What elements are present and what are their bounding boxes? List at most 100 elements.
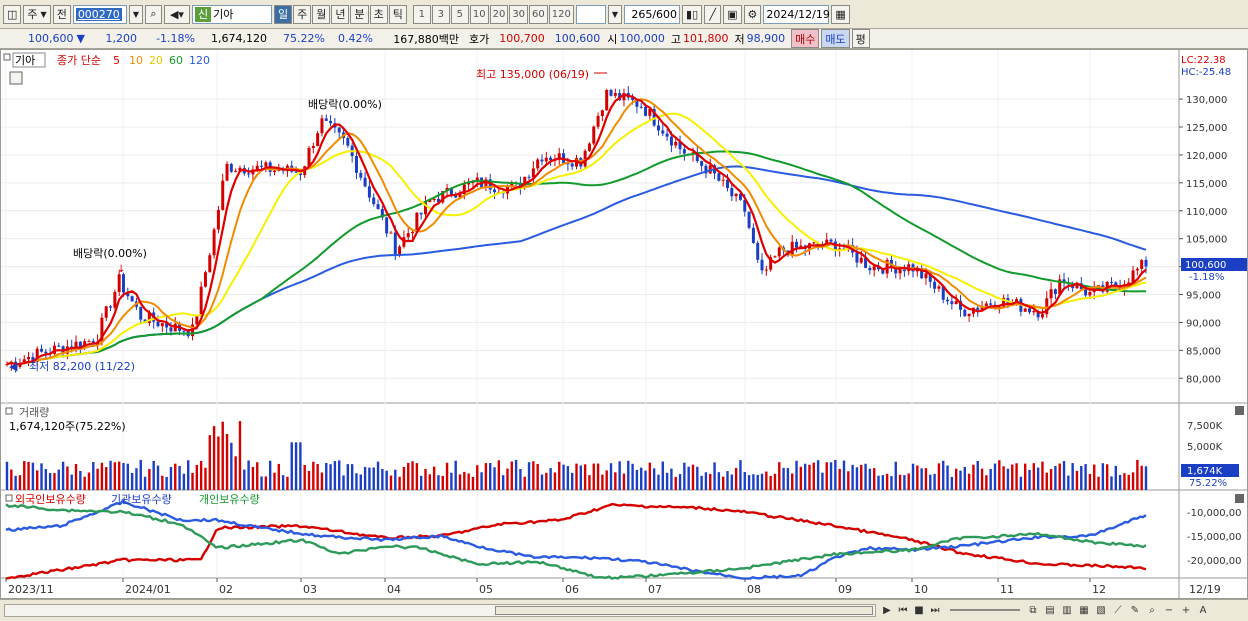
interval-button-3[interactable]: 10	[469, 4, 489, 24]
stock-name-field[interactable]: 신 기아	[191, 4, 272, 24]
volume-bar	[583, 464, 587, 490]
interval-button-0[interactable]: 1	[412, 4, 431, 24]
sell-button[interactable]: 매도	[821, 29, 850, 48]
grid-toggle-icon[interactable]	[9, 71, 23, 85]
period-tab-1[interactable]: 주	[293, 4, 312, 24]
layout-4-icon[interactable]: ▦	[1079, 604, 1089, 616]
period-tab-4[interactable]: 분	[350, 4, 369, 24]
speaker-icon[interactable]: ◀▾	[163, 4, 190, 24]
volume-bar	[894, 461, 897, 490]
layout-3-icon[interactable]: ▥	[1062, 604, 1072, 616]
volume-bar	[566, 466, 570, 490]
volume-panel-close-icon[interactable]	[1235, 406, 1244, 415]
interval-button-6[interactable]: 60	[529, 4, 548, 24]
x-tick-label: 2023/11	[8, 583, 54, 596]
period-tab-3[interactable]: 년	[331, 4, 350, 24]
candle-body	[298, 172, 302, 176]
volume-bar	[316, 464, 319, 490]
prev-button[interactable]: 전	[52, 4, 71, 24]
horizontal-scrollbar[interactable]	[4, 604, 876, 617]
candle-body	[367, 186, 371, 198]
code-dropdown-icon[interactable]: ▼	[128, 4, 143, 24]
interval-dropdown-icon[interactable]: ▼	[607, 4, 623, 24]
interval-button-2[interactable]: 5	[450, 4, 469, 24]
holding-panel-close-icon[interactable]	[1235, 494, 1244, 503]
volume-bar	[532, 461, 535, 490]
candle-body	[540, 159, 544, 162]
candle-body	[756, 242, 760, 260]
font-size-icon[interactable]: A	[1199, 604, 1207, 616]
save-icon[interactable]: ▣	[723, 4, 742, 24]
quote-bar: 100,600 ▼ 1,200 -1.18% 1,674,120 75.22% 0…	[0, 29, 1248, 49]
candle-body	[462, 184, 466, 195]
layout-1-icon[interactable]: ⧉	[1029, 604, 1037, 616]
min-arrow-icon: ◀	[9, 360, 18, 373]
volume-bar	[445, 462, 449, 490]
scrollbar-thumb[interactable]	[495, 606, 873, 615]
candle-body	[1075, 283, 1079, 289]
chart-canvas[interactable]: 기아 종가 단순 5 10 20 60 120 LC:22.38 HC:-25.…	[1, 50, 1247, 598]
bottom-bar: ▶ ⏮ ■ ⏭ ⧉ ▤ ▥ ▦ ▧ ⟋ ✎ ⌕ − + A	[0, 599, 1248, 621]
layout-5-icon[interactable]: ▧	[1096, 604, 1106, 616]
interval-custom-input[interactable]	[575, 4, 606, 24]
candle-body	[592, 126, 596, 144]
calendar-icon[interactable]: ▦	[831, 4, 850, 24]
period-tab-5[interactable]: 초	[369, 4, 388, 24]
settings-gear-icon[interactable]: ⚙	[743, 4, 762, 24]
candle-body	[812, 242, 816, 244]
price-axis: 130,000 125,000 120,000 115,000 110,000 105,0…	[1179, 95, 1227, 385]
eval-button[interactable]: 평	[851, 29, 870, 48]
price-tick: 85,000	[1186, 346, 1221, 357]
zoom-out-icon[interactable]: −	[1164, 604, 1174, 616]
volume-bar	[959, 470, 962, 490]
zoom-in-icon[interactable]: +	[1181, 604, 1191, 616]
volume-bar	[83, 476, 86, 490]
candle-body	[359, 172, 363, 178]
interval-button-7[interactable]: 120	[548, 4, 574, 24]
scroll-next-icon[interactable]: ▶	[883, 604, 891, 616]
volume-bar	[480, 472, 483, 490]
dividend-label-2: 배당락(0.00%)	[308, 98, 382, 111]
scroll-first-icon[interactable]: ⏮	[898, 604, 908, 616]
buy-button[interactable]: 매수	[791, 29, 820, 48]
candle-body	[117, 274, 121, 292]
lc-label: LC:22.38	[1181, 55, 1226, 66]
volume-bar	[864, 463, 867, 490]
volume-bar	[92, 462, 95, 490]
volume-bar	[696, 466, 699, 490]
volume-bar	[1002, 466, 1005, 490]
candle-body	[40, 348, 44, 352]
volume-bar	[286, 476, 289, 490]
search-icon[interactable]: ⌕	[144, 4, 162, 24]
magnify-icon[interactable]: ⌕	[1149, 604, 1155, 616]
volume-bar	[61, 461, 65, 490]
code-input[interactable]: 000270	[72, 4, 127, 24]
tool-icon[interactable]: ✎	[1130, 604, 1140, 616]
interval-button-4[interactable]: 20	[489, 4, 509, 24]
candle-body	[730, 188, 734, 197]
candle-body	[527, 176, 531, 178]
volume-bar	[312, 461, 315, 490]
count-field[interactable]: 265/600	[624, 4, 681, 24]
candle-body	[471, 181, 475, 184]
date-field[interactable]: 2024/12/19	[763, 4, 830, 24]
volume-bar	[907, 473, 910, 490]
interval-button-5[interactable]: 30	[509, 4, 529, 24]
layout-2-icon[interactable]: ▤	[1045, 604, 1055, 616]
zoom-slider[interactable]	[950, 609, 1020, 611]
scroll-stop-icon[interactable]: ■	[914, 604, 924, 616]
period-tab-2[interactable]: 월	[312, 4, 331, 24]
scroll-last-icon[interactable]: ⏭	[930, 604, 940, 616]
interval-button-1[interactable]: 3	[431, 4, 450, 24]
candle-body	[872, 266, 876, 271]
volume-bar	[208, 435, 211, 490]
period-tab-0[interactable]: 일	[273, 4, 293, 24]
mode-select[interactable]: 주 ▼	[23, 4, 51, 24]
window-icon[interactable]: ◫	[3, 4, 22, 24]
ruler-icon[interactable]: ⟋	[1114, 604, 1122, 616]
draw-tool-icon[interactable]: ╱	[704, 4, 722, 24]
volume-bar	[903, 475, 906, 490]
chart-area[interactable]: 기아 종가 단순 5 10 20 60 120 LC:22.38 HC:-25.…	[0, 49, 1248, 599]
period-tab-6[interactable]: 틱	[388, 4, 407, 24]
candle-type-icon[interactable]: ▮▯	[682, 4, 703, 24]
